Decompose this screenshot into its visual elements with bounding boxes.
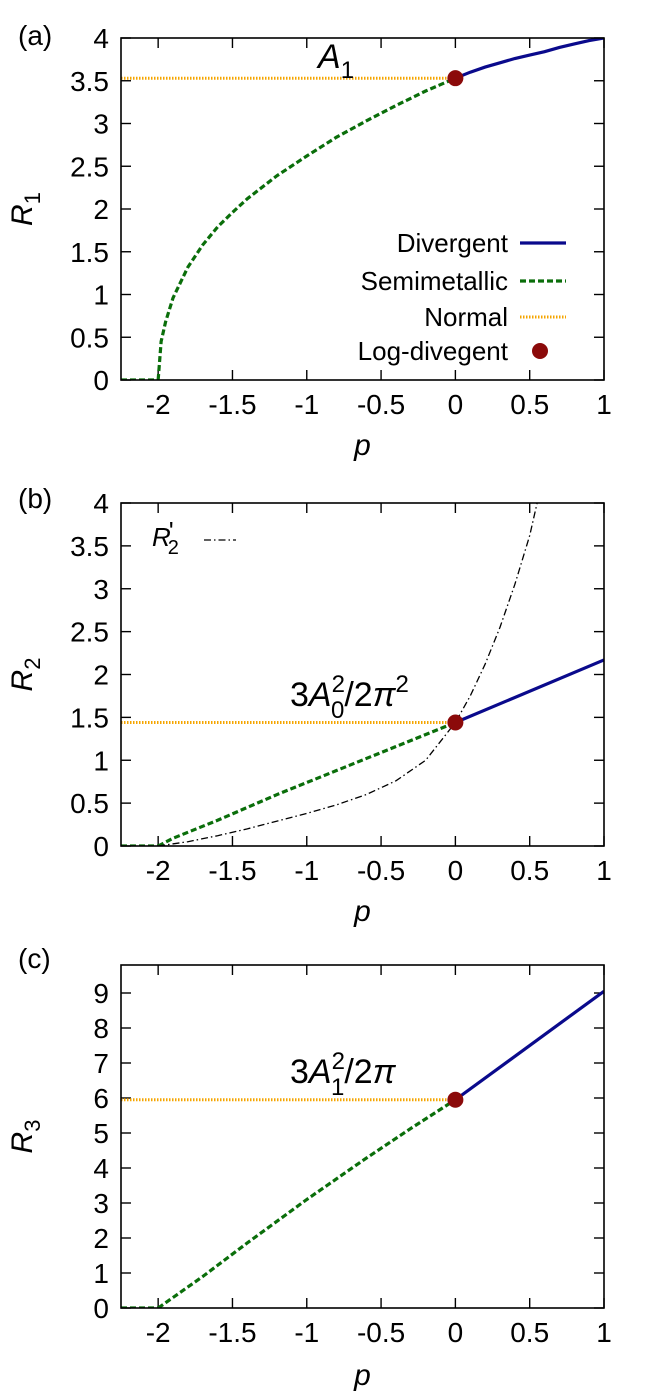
y-tick-label: 1.5 — [70, 237, 109, 268]
y-tick-label: 0 — [93, 365, 109, 396]
series-line-divergent — [454, 38, 604, 80]
y-tick-label: 2 — [93, 194, 109, 225]
x-tick-label: 1 — [596, 389, 612, 420]
series-group — [121, 989, 604, 1308]
legend-entry-label: R' 2 — [152, 516, 179, 559]
legend-entry-label: Semimetallic — [361, 266, 508, 296]
y-tick-label: 0 — [93, 831, 109, 862]
x-tick-label: 1 — [596, 1317, 612, 1348]
series-line-semimetallic — [156, 76, 457, 380]
y-tick-label: 2.5 — [70, 617, 109, 648]
x-axis-label: p — [353, 429, 371, 462]
y-tick-label: 5 — [93, 1118, 109, 1149]
y-tick-label: 1 — [93, 1258, 109, 1289]
log-divergent-point — [447, 714, 464, 731]
x-tick-label: 0 — [448, 855, 464, 886]
plot-frame — [120, 502, 605, 847]
x-tick-label: -1.5 — [208, 389, 256, 420]
x-tick-label: -1 — [294, 389, 319, 420]
legend-entry-label: Log-divegent — [358, 336, 509, 366]
panel-label: (c) — [18, 943, 51, 974]
y-tick-label: 3 — [93, 574, 109, 605]
x-tick-label: 0.5 — [510, 1317, 549, 1348]
series-line-r-2 — [158, 503, 538, 846]
x-axis-label: p — [353, 1359, 371, 1392]
x-tick-label: -1.5 — [208, 855, 256, 886]
x-tick-label: -1.5 — [208, 1317, 256, 1348]
y-tick-label: 2.5 — [70, 151, 109, 182]
y-tick-label: 6 — [93, 1083, 109, 1114]
legend-entry-label: Normal — [424, 302, 508, 332]
legend: Divergent Semimetallic Normal Log-divegent — [358, 228, 566, 366]
annotation: 3A2 1/2π — [290, 1048, 397, 1101]
y-axis-label: R1 — [6, 192, 45, 226]
log-divergent-point — [447, 1091, 464, 1108]
y-tick-label: 9 — [93, 978, 109, 1009]
annotation: 3A2 0/2π2 — [290, 671, 409, 724]
y-tick-label: 1 — [93, 745, 109, 776]
legend-swatch-point — [532, 343, 548, 359]
x-tick-label: -0.5 — [357, 855, 405, 886]
panel-c: -2 -1.5 -1 -0.5 0 0.5 1 0 1 2 3 4 5 6 7 8 9 (c) p R3 3A2 1/2π — [6, 943, 612, 1392]
y-axis-label: R2 — [6, 658, 45, 692]
series-line-semimetallic — [157, 721, 456, 846]
plot-frame — [120, 37, 605, 381]
panel-label: (b) — [18, 483, 52, 514]
y-tick-label: 0 — [93, 1293, 109, 1324]
y-tick-label: 4 — [93, 23, 109, 54]
x-tick-label: -2 — [146, 1317, 171, 1348]
y-tick-label: 3 — [93, 1188, 109, 1219]
x-tick-label: 1 — [596, 855, 612, 886]
y-tick-label: 1.5 — [70, 702, 109, 733]
plot-frame — [120, 964, 605, 1309]
y-tick-label: 0.5 — [70, 788, 109, 819]
panel-b: -2 -1.5 -1 -0.5 0 0.5 1 0 0.5 1 1.5 2 2.5 3 3.5 4 (b) p R2… — [6, 483, 612, 928]
y-tick-label: 8 — [93, 1013, 109, 1044]
y-tick-label: 2 — [93, 660, 109, 691]
x-tick-label: -0.5 — [357, 1317, 405, 1348]
x-tick-label: 0 — [448, 1317, 464, 1348]
x-tick-label: -2 — [146, 855, 171, 886]
y-tick-label: 3 — [93, 109, 109, 140]
log-divergent-point — [447, 70, 464, 87]
y-tick-label: 2 — [93, 1223, 109, 1254]
panel-label: (a) — [18, 20, 52, 51]
y-tick-label: 3.5 — [70, 531, 109, 562]
panel-a: -2 -1.5 -1 -0.5 0 0.5 1 0 0.5 1 1.5 2 2.5 3 3.5 4 (a) p R1… — [6, 20, 612, 462]
x-tick-label: -0.5 — [357, 389, 405, 420]
x-tick-label: 0.5 — [510, 389, 549, 420]
legend-entry-label: Divergent — [397, 228, 509, 258]
series-line-divergent — [454, 658, 604, 724]
series-line-divergent — [454, 989, 604, 1102]
x-tick-label: -1 — [294, 1317, 319, 1348]
series-group — [121, 503, 604, 846]
y-tick-label: 4 — [93, 488, 109, 519]
x-tick-label: 0 — [448, 389, 464, 420]
y-tick-label: 1 — [93, 280, 109, 311]
y-tick-label: 0.5 — [70, 322, 109, 353]
legend: R' 2 — [152, 516, 236, 559]
x-tick-label: -1 — [294, 855, 319, 886]
x-tick-label: -2 — [146, 389, 171, 420]
series-group — [121, 38, 604, 380]
series-line-semimetallic — [157, 1098, 457, 1308]
annotation: A1 — [316, 38, 354, 84]
y-axis-label: R3 — [6, 1120, 45, 1154]
y-tick-label: 4 — [93, 1153, 109, 1184]
x-axis-label: p — [353, 895, 371, 928]
y-tick-label: 3.5 — [70, 66, 109, 97]
y-tick-label: 7 — [93, 1048, 109, 1079]
x-tick-label: 0.5 — [510, 855, 549, 886]
